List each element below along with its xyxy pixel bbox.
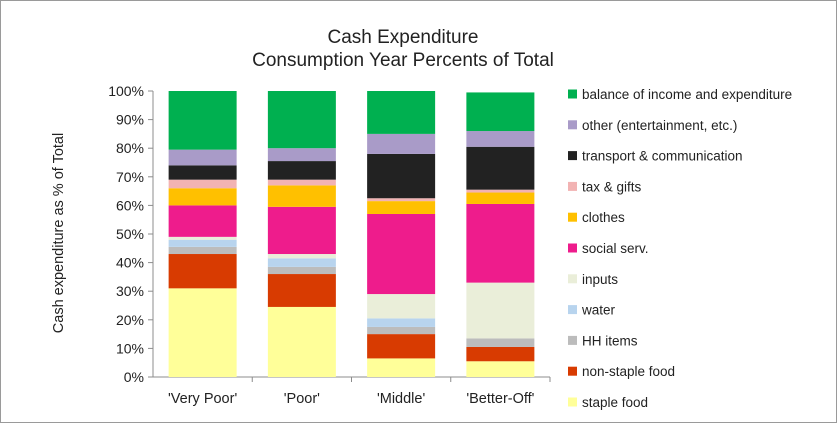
category-label: 'Very Poor' (168, 391, 237, 407)
bar-segment (466, 192, 535, 204)
legend-swatch (568, 181, 577, 191)
legend-label: social serv. (582, 241, 649, 256)
bar-segment (367, 318, 436, 327)
y-tick-label: 100% (108, 83, 144, 99)
bar-segment (466, 282, 535, 339)
bar-segment (168, 236, 237, 240)
y-tick-label: 40% (116, 255, 144, 271)
legend-label: water (581, 303, 616, 318)
y-tick-label: 30% (116, 283, 144, 299)
bar-segment (168, 239, 237, 247)
legend-swatch (568, 366, 577, 376)
legend-swatch (568, 212, 577, 222)
bar-segment (168, 179, 237, 189)
legend-swatch (568, 335, 577, 345)
legend-label: staple food (582, 395, 648, 410)
legend-label: tax & gifts (582, 179, 642, 194)
bar-segment (267, 254, 336, 259)
bar-segment (466, 338, 535, 347)
bar-segment (367, 334, 436, 359)
bar-segment (367, 91, 436, 134)
category-label: 'Middle' (377, 391, 425, 407)
legend-label: balance of income and expenditure (582, 87, 792, 102)
bar-segment (267, 206, 336, 255)
y-tick-label: 70% (116, 169, 144, 185)
y-tick-label: 0% (124, 369, 144, 385)
legend-swatch (568, 151, 577, 161)
bar-segment (466, 203, 535, 283)
bar-segment (466, 92, 535, 132)
bar-segment (168, 205, 237, 237)
y-tick-label: 50% (116, 226, 144, 242)
bar-segment (367, 133, 436, 154)
bar-segment (466, 131, 535, 147)
y-axis-label: Cash expenditure as % of Total (51, 133, 67, 333)
bar-segment (267, 179, 336, 186)
legend-swatch (568, 243, 577, 253)
legend-swatch (568, 120, 577, 130)
category-label: 'Better-Off' (466, 391, 534, 407)
bar-segment (267, 258, 336, 267)
bar-segment (267, 306, 336, 377)
bar-segment (466, 146, 535, 190)
legend-label: clothes (582, 210, 625, 225)
y-tick-label: 80% (116, 140, 144, 156)
y-tick-label: 90% (116, 112, 144, 128)
chart-title-line-1: Cash Expenditure (327, 27, 478, 48)
legend-swatch (568, 305, 577, 315)
bar-segment (168, 149, 237, 166)
legend-swatch (568, 397, 577, 407)
y-tick-label: 60% (116, 197, 144, 213)
chart-title-line-2: Consumption Year Percents of Total (252, 50, 554, 71)
legend: balance of income and expenditure other (… (568, 87, 792, 410)
bar-segment (267, 185, 336, 207)
legend-swatch (568, 89, 577, 99)
bar-segment (367, 153, 436, 199)
bar-segment (267, 148, 336, 162)
bar-segment (367, 294, 436, 319)
bar-segment (168, 288, 237, 377)
bar-segment (466, 189, 535, 193)
bar-segment (367, 326, 436, 335)
bar-segment (168, 91, 237, 150)
bar-segment (267, 274, 336, 307)
bar-segment (367, 213, 436, 295)
bar-segment (466, 361, 535, 377)
legend-label: inputs (582, 272, 618, 287)
bar-segment (367, 358, 436, 377)
bar-segment (267, 161, 336, 180)
bar-segment (168, 246, 237, 255)
legend-label: HH items (582, 333, 638, 348)
bar-segment (168, 254, 237, 289)
legend-label: transport & communication (582, 149, 743, 164)
category-label: 'Poor' (284, 391, 320, 407)
bar-segment (466, 346, 535, 362)
bar-segment (367, 198, 436, 202)
plot-area: 0% 10% 20% 30% 40% 50% 60% 70% 80% 90% 100% 'Very P… (108, 83, 551, 407)
y-tick-label: 10% (116, 340, 144, 356)
y-tick-label: 20% (116, 312, 144, 328)
bar-segment (267, 266, 336, 275)
legend-swatch (568, 274, 577, 284)
legend-label: other (entertainment, etc.) (582, 118, 737, 133)
bar-segment (168, 165, 237, 180)
bar-segment (267, 91, 336, 149)
bar-segment (367, 201, 436, 214)
legend-label: non-staple food (582, 364, 675, 379)
bar-segment (168, 188, 237, 206)
